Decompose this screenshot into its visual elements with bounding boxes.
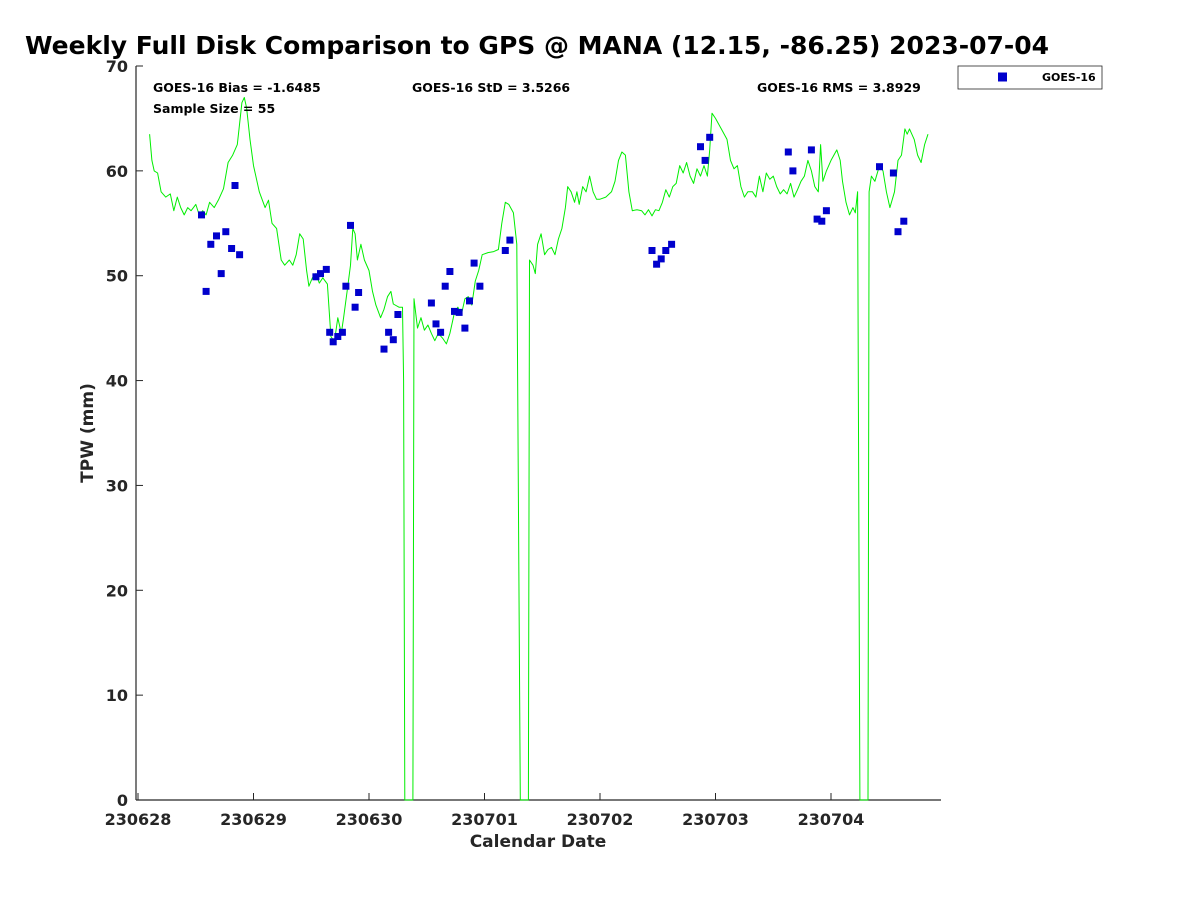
goes16-point bbox=[342, 282, 350, 290]
goes16-point bbox=[236, 251, 244, 259]
x-tick-label: 230701 bbox=[451, 810, 518, 829]
goes16-point bbox=[653, 260, 661, 268]
goes16-point bbox=[385, 328, 393, 336]
goes16-point bbox=[389, 336, 397, 344]
bias-stat: GOES-16 Bias = -1.6485 bbox=[153, 80, 321, 95]
goes16-point bbox=[807, 146, 815, 154]
goes16-point bbox=[697, 143, 704, 151]
y-tick-label: 50 bbox=[106, 267, 128, 286]
goes16-point bbox=[228, 245, 236, 252]
goes16-point bbox=[501, 247, 509, 254]
y-tick-label: 40 bbox=[106, 372, 128, 391]
goes16-point bbox=[338, 328, 346, 336]
y-tick-label: 20 bbox=[106, 581, 128, 600]
x-tick-label: 230629 bbox=[220, 810, 287, 829]
goes16-point bbox=[222, 228, 230, 236]
goes16-point bbox=[784, 148, 792, 156]
series-line-gps bbox=[149, 97, 929, 801]
goes16-point bbox=[668, 240, 676, 248]
goes16-point bbox=[813, 215, 821, 223]
x-tick-label: 230630 bbox=[336, 810, 403, 829]
goes16-point bbox=[322, 265, 330, 273]
y-axis-label: TPW (mm) bbox=[78, 383, 98, 483]
x-tick-label: 230702 bbox=[567, 810, 634, 829]
x-tick-label: 230704 bbox=[798, 810, 865, 829]
goes16-point bbox=[461, 324, 469, 332]
goes16-point bbox=[437, 328, 445, 336]
goes16-point bbox=[217, 270, 225, 278]
goes16-point bbox=[706, 133, 714, 141]
y-tick-label: 30 bbox=[106, 476, 128, 495]
goes16-point bbox=[198, 211, 205, 219]
y-tick-label: 0 bbox=[117, 791, 128, 810]
goes16-point bbox=[476, 282, 484, 290]
goes16-point bbox=[202, 287, 210, 295]
goes16-point bbox=[441, 282, 449, 290]
goes16-point bbox=[657, 255, 665, 263]
legend: GOES-16 bbox=[957, 65, 1103, 90]
goes16-point bbox=[347, 221, 354, 229]
goes16-point bbox=[326, 328, 334, 336]
axis-ticks: 230628 230629 230630 230701 230702 230703 2307… bbox=[105, 57, 865, 829]
x-tick-label: 230628 bbox=[105, 810, 172, 829]
goes16-point bbox=[213, 232, 220, 240]
sample-size-stat: Sample Size = 55 bbox=[153, 101, 275, 116]
legend-box bbox=[957, 65, 1103, 90]
goes16-point bbox=[648, 247, 656, 254]
std-stat: GOES-16 StD = 3.5266 bbox=[412, 80, 570, 95]
y-tick-label: 10 bbox=[106, 686, 128, 705]
y-tick-label: 70 bbox=[106, 57, 128, 76]
goes16-point bbox=[317, 270, 324, 278]
goes16-point bbox=[329, 338, 337, 346]
x-axis-label: Calendar Date bbox=[470, 832, 607, 852]
goes16-point bbox=[451, 307, 458, 315]
goes16-point bbox=[355, 289, 363, 296]
rms-stat: GOES-16 RMS = 3.8929 bbox=[757, 80, 921, 95]
goes16-point bbox=[900, 217, 908, 225]
goes16-point bbox=[818, 217, 826, 225]
goes16-point bbox=[470, 259, 478, 267]
goes16-point bbox=[506, 236, 514, 244]
goes16-point bbox=[446, 268, 454, 275]
goes16-point bbox=[207, 240, 215, 248]
goes16-point bbox=[822, 207, 830, 215]
x-tick-label: 230703 bbox=[682, 810, 749, 829]
goes16-point bbox=[894, 228, 902, 236]
plot-axes bbox=[135, 66, 941, 801]
goes16-point bbox=[466, 297, 473, 305]
y-tick-label: 60 bbox=[106, 162, 128, 181]
plot-area bbox=[149, 97, 929, 801]
goes16-point bbox=[312, 273, 320, 281]
goes16-point bbox=[455, 308, 463, 316]
goes16-point bbox=[427, 299, 435, 307]
goes16-point bbox=[231, 182, 239, 189]
statistics-annotations: GOES-16 Bias = -1.6485 GOES-16 StD = 3.5… bbox=[153, 80, 921, 116]
goes16-point bbox=[432, 320, 440, 328]
goes16-point bbox=[662, 247, 670, 254]
legend-label-goes16: GOES-16 bbox=[1042, 71, 1096, 84]
goes16-point bbox=[889, 169, 897, 177]
goes16-point bbox=[351, 303, 359, 311]
goes16-markers bbox=[198, 133, 908, 353]
goes16-point bbox=[334, 333, 342, 340]
goes16-point bbox=[380, 345, 388, 353]
goes16-point bbox=[394, 311, 402, 318]
legend-marker-goes16 bbox=[998, 72, 1007, 82]
goes16-point bbox=[701, 156, 709, 164]
goes16-point bbox=[876, 163, 883, 171]
goes16-point bbox=[789, 167, 797, 175]
chart-title: Weekly Full Disk Comparison to GPS @ MAN… bbox=[25, 31, 1049, 60]
